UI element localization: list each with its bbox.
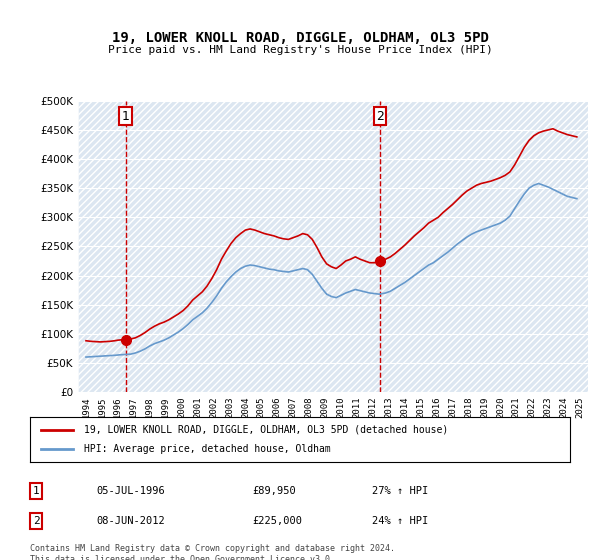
Text: £89,950: £89,950 <box>252 486 296 496</box>
Text: 08-JUN-2012: 08-JUN-2012 <box>96 516 165 526</box>
Text: 24% ↑ HPI: 24% ↑ HPI <box>372 516 428 526</box>
Text: 19, LOWER KNOLL ROAD, DIGGLE, OLDHAM, OL3 5PD: 19, LOWER KNOLL ROAD, DIGGLE, OLDHAM, OL… <box>112 31 488 45</box>
Text: 2: 2 <box>32 516 40 526</box>
Text: Price paid vs. HM Land Registry's House Price Index (HPI): Price paid vs. HM Land Registry's House … <box>107 45 493 55</box>
Text: 05-JUL-1996: 05-JUL-1996 <box>96 486 165 496</box>
Text: 1: 1 <box>122 110 130 123</box>
Text: 1: 1 <box>32 486 40 496</box>
Text: HPI: Average price, detached house, Oldham: HPI: Average price, detached house, Oldh… <box>84 445 331 455</box>
Text: 19, LOWER KNOLL ROAD, DIGGLE, OLDHAM, OL3 5PD (detached house): 19, LOWER KNOLL ROAD, DIGGLE, OLDHAM, OL… <box>84 424 448 435</box>
Text: 27% ↑ HPI: 27% ↑ HPI <box>372 486 428 496</box>
Text: 2: 2 <box>376 110 384 123</box>
Text: Contains HM Land Registry data © Crown copyright and database right 2024.
This d: Contains HM Land Registry data © Crown c… <box>30 544 395 560</box>
Text: £225,000: £225,000 <box>252 516 302 526</box>
